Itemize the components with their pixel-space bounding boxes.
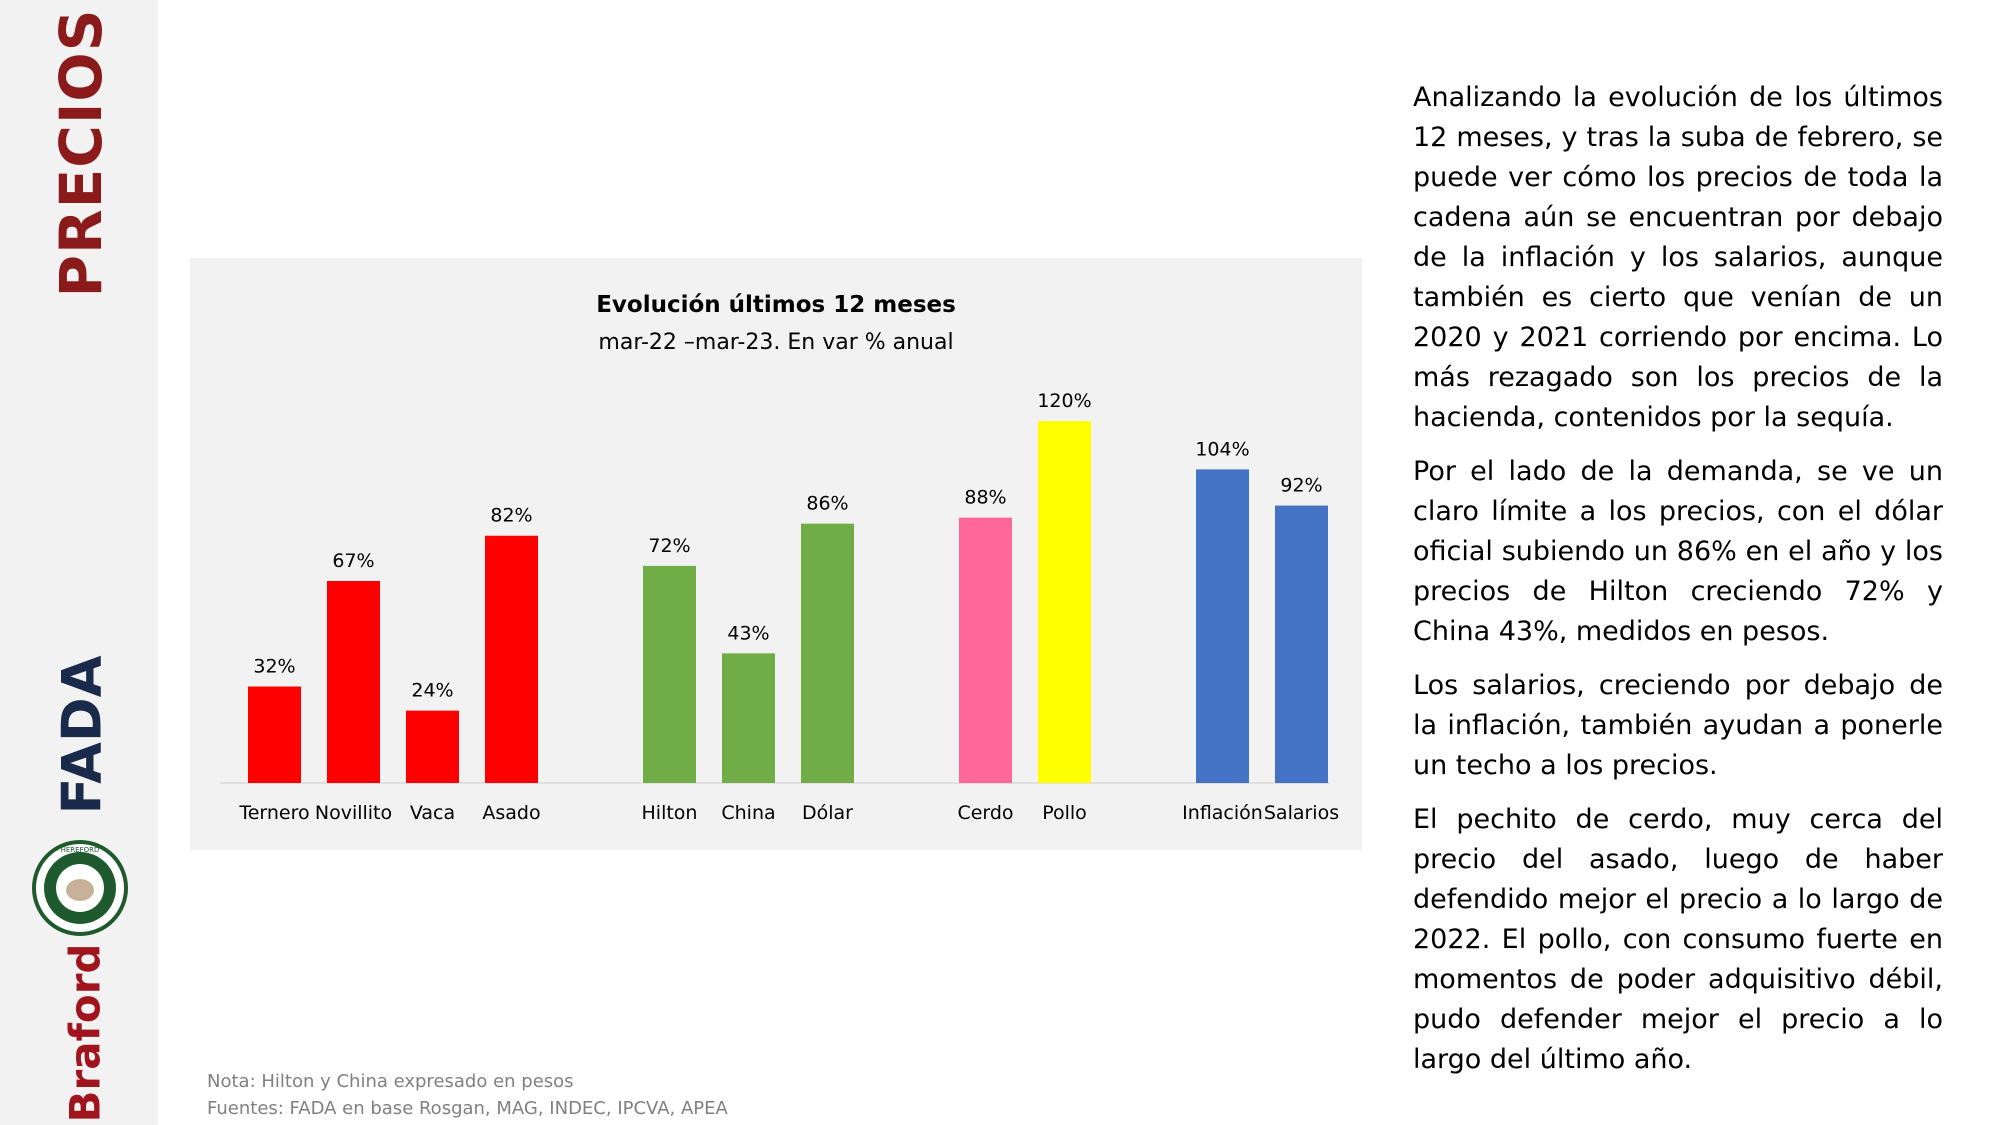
x-tick-label: Cerdo [957,802,1013,824]
data-label: 120% [1037,390,1091,412]
x-tick-label: Hilton [642,802,698,824]
sources-text: Fuentes: FADA en base Rosgan, MAG, INDEC… [207,1098,728,1119]
fada-logo: FADA [51,655,114,815]
bar-inflación [1196,469,1249,783]
data-label: 24% [411,680,453,702]
paragraph: Los salarios, creciendo por debajo de la… [1413,670,1943,781]
section-title-text: PRECIOS [47,7,115,298]
x-tick-label: Inflación [1182,802,1263,824]
x-tick-label: Pollo [1042,802,1087,824]
data-label: 32% [253,656,295,678]
sidebar: PRECIOS FADA HEREFORD Braford [0,0,158,1125]
paragraph: Analizando la evolución de los últimos 1… [1413,82,1943,433]
data-label: 86% [806,493,848,515]
data-label: 92% [1280,475,1322,497]
braford-logo-text: Braford [60,943,110,1122]
note-text: Nota: Hilton y China expresado en pesos [207,1071,574,1092]
paragraph: Por el lado de la demanda, se ve un clar… [1413,456,1943,647]
data-label: 104% [1195,438,1249,460]
data-label: 82% [490,505,532,527]
data-label: 43% [727,622,769,644]
data-label: 72% [648,535,690,557]
bar-pollo [1038,421,1091,783]
bar-chart: 32% Ternero 67% Novillito 24% Vaca 82% Asado 72%… [220,390,1339,824]
x-tick-label: China [721,802,775,824]
chart-title: Evolución últimos 12 meses [596,292,956,318]
bar-hilton [643,565,696,783]
chart-panel: Evolución últimos 12 meses mar-22 –mar-2… [190,258,1362,850]
notes: Nota: Hilton y China expresado en pesos … [207,1068,728,1122]
bar-novillito [327,580,380,783]
section-title: PRECIOS [47,8,115,297]
x-tick-label: Dólar [802,802,853,824]
data-label: 88% [964,487,1006,509]
data-label: 67% [332,550,374,572]
paragraph: El pechito de cerdo, muy cerca del preci… [1413,804,1943,1075]
analysis-text: Analizando la evolución de los últimos 1… [1413,78,1943,1094]
braford-logo: Braford [40,943,130,1122]
chart-subtitle: mar-22 –mar-23. En var % anual [598,330,954,355]
hereford-logo: HEREFORD [32,840,128,936]
x-tick-label: Novillito [315,802,392,824]
bar-asado [485,535,538,783]
bar-ternero [248,686,301,783]
bar-cerdo [959,517,1012,783]
bar-salarios [1275,505,1328,783]
x-tick-label: Asado [482,802,540,824]
x-tick-label: Vaca [410,802,455,824]
fada-logo-text: FADA [50,655,114,815]
hereford-logo-text: HEREFORD [61,846,100,854]
x-tick-label: Ternero [238,802,309,824]
bar-vaca [406,710,459,783]
x-tick-label: Salarios [1264,802,1339,824]
bar-dólar [801,523,854,783]
bar-china [722,653,775,783]
